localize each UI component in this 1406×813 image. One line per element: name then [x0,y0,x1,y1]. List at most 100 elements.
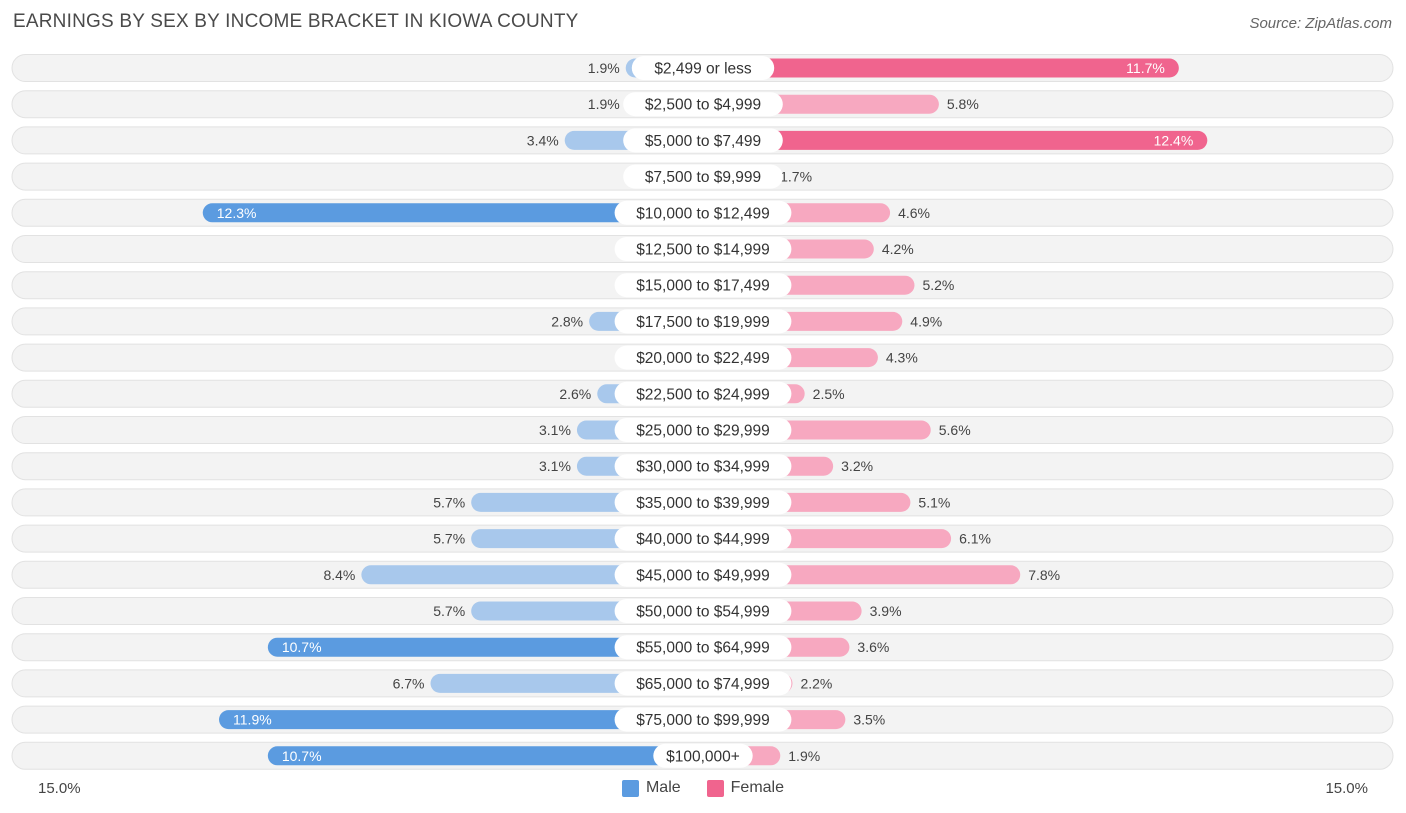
category-label-bg [623,92,783,117]
category-label-bg [614,273,792,298]
bar-row: 3.4% 12.4% $5,000 to $7,499 [11,126,1394,155]
female-bar[interactable] [703,58,1179,78]
bar-row: 8.4% 7.8% $45,000 to $49,999 [11,560,1394,589]
category-label-bg [614,454,792,479]
female-value-label: 2.2% [800,675,832,691]
female-value-label: 7.8% [1028,567,1060,583]
female-value-label: 3.2% [841,458,873,474]
legend-item-female[interactable]: Female [706,779,785,797]
bar-row: 0.73%4.2%$12,500 to $14,999 [11,235,1394,263]
bar-row: 5.7% 5.1% $35,000 to $39,999 [11,488,1394,517]
legend-swatch-male [621,779,639,797]
female-value-label: 11.7% [1126,60,1165,76]
legend-label-female: Female [730,779,785,796]
female-value-label: 1.7% [780,169,812,185]
male-value-label: 1.9% [588,60,620,76]
category-label: $40,000 to $44,999 [636,531,770,548]
category-label: $10,000 to $12,499 [636,205,770,222]
category-label-bg [614,599,792,623]
legend-label-male: Male [645,779,681,796]
female-value-label: 4.3% [886,350,918,366]
bar-row: 2.8% 4.9% $17,500 to $19,999 [11,307,1394,336]
male-value-label: 10.7% [282,748,322,764]
category-label: $65,000 to $74,999 [636,676,770,693]
bar-row: 0.88%5.2%$15,000 to $17,499 [11,271,1394,300]
category-label: $22,500 to $24,999 [636,386,770,403]
bar-row: 12.3% 4.6% $10,000 to $12,499 [11,198,1394,227]
male-value-label: 5.7% [433,531,465,547]
female-value-label: 4.2% [882,241,914,257]
bar-row: 1.9% 11.7% $2,499 or less [11,54,1394,82]
bar-row: 1.2%4.3%$20,000 to $22,499 [11,343,1394,372]
female-value-label: 3.9% [870,603,902,619]
male-value-label: 11.9% [233,712,272,728]
male-bar[interactable] [202,203,703,223]
bar-row: 10.7% 1.9% $100,000+ [11,741,1394,770]
male-value-label: 1.9% [588,96,620,112]
male-bar[interactable] [267,746,703,766]
category-label-bg [623,164,783,189]
category-label-bg [614,635,792,660]
bar-row: 5.7% 6.1% $40,000 to $44,999 [11,524,1394,553]
category-label: $30,000 to $34,999 [636,459,770,476]
axis-left-label: 15.0% [38,780,81,797]
female-value-label: 2.5% [813,386,845,402]
category-label: $75,000 to $99,999 [636,712,770,729]
category-label: $55,000 to $64,999 [636,640,770,657]
bar-row: 1.9% 5.8% $2,500 to $4,999 [11,90,1394,119]
female-value-label: 5.2% [922,277,954,293]
legend-item-male[interactable]: Male [621,779,681,797]
female-value-label: 4.9% [910,313,942,329]
male-bar[interactable] [267,637,703,657]
category-label-bg [614,490,792,515]
category-label: $7,500 to $9,999 [645,169,761,186]
male-value-label: 3.1% [539,422,571,438]
category-label-bg [614,707,792,732]
bar-row: 10.7% 3.6% $55,000 to $64,999 [11,633,1394,662]
male-value-label: 12.3% [217,205,257,221]
female-value-label: 5.6% [939,422,971,438]
male-value-label: 5.7% [433,494,465,510]
category-label-bg [623,128,783,153]
bar-row: 3.1% 5.6% $25,000 to $29,999 [11,416,1394,444]
male-value-label: 10.7% [282,639,322,655]
source-credit: Source: ZipAtlas.com [1249,15,1392,32]
axis-right-label: 15.0% [1325,780,1368,797]
category-label-bg [614,200,792,225]
category-label: $100,000+ [666,748,740,765]
bar-row: 11.9% 3.5% $75,000 to $99,999 [11,705,1394,734]
male-value-label: 3.4% [527,132,559,148]
male-bar[interactable] [219,710,704,730]
category-label-bg [614,526,792,551]
bar-row: 5.7% 3.9% $50,000 to $54,999 [11,597,1394,625]
category-label-bg [653,743,753,768]
category-label: $17,500 to $19,999 [636,314,770,331]
category-label-bg [614,418,792,442]
category-label-bg [614,345,792,370]
category-label-bg [614,309,792,334]
category-label: $5,000 to $7,499 [645,133,761,150]
category-label: $12,500 to $14,999 [636,242,770,259]
female-value-label: 3.5% [853,712,885,728]
female-value-label: 1.9% [788,748,820,764]
female-value-label: 4.6% [898,205,930,221]
category-label: $20,000 to $22,499 [636,350,770,367]
category-label-bg [614,237,792,261]
male-value-label: 2.6% [559,386,591,402]
female-value-label: 3.6% [857,639,889,655]
bar-row: 6.7% 2.2% $65,000 to $74,999 [11,669,1394,698]
category-label: $2,499 or less [654,61,752,78]
legend: Male Female [0,779,1406,797]
category-label-bg [631,56,775,80]
bar-row: 3.1% 3.2% $30,000 to $34,999 [11,452,1394,481]
male-value-label: 2.8% [551,313,583,329]
female-bar[interactable] [703,130,1208,150]
bar-row: 0.73%1.7%$7,500 to $9,999 [11,162,1394,191]
chart-canvas: 1.9% 11.7% $2,499 or less 1.9% 5.8% $2,500 to… [11,54,1394,770]
female-value-label: 5.8% [947,96,979,112]
chart-title: EARNINGS BY SEX BY INCOME BRACKET IN KIO… [13,11,579,32]
category-label-bg [614,671,792,696]
female-value-label: 12.4% [1154,132,1194,148]
category-label-bg [614,381,792,406]
category-label: $2,500 to $4,999 [645,97,761,114]
